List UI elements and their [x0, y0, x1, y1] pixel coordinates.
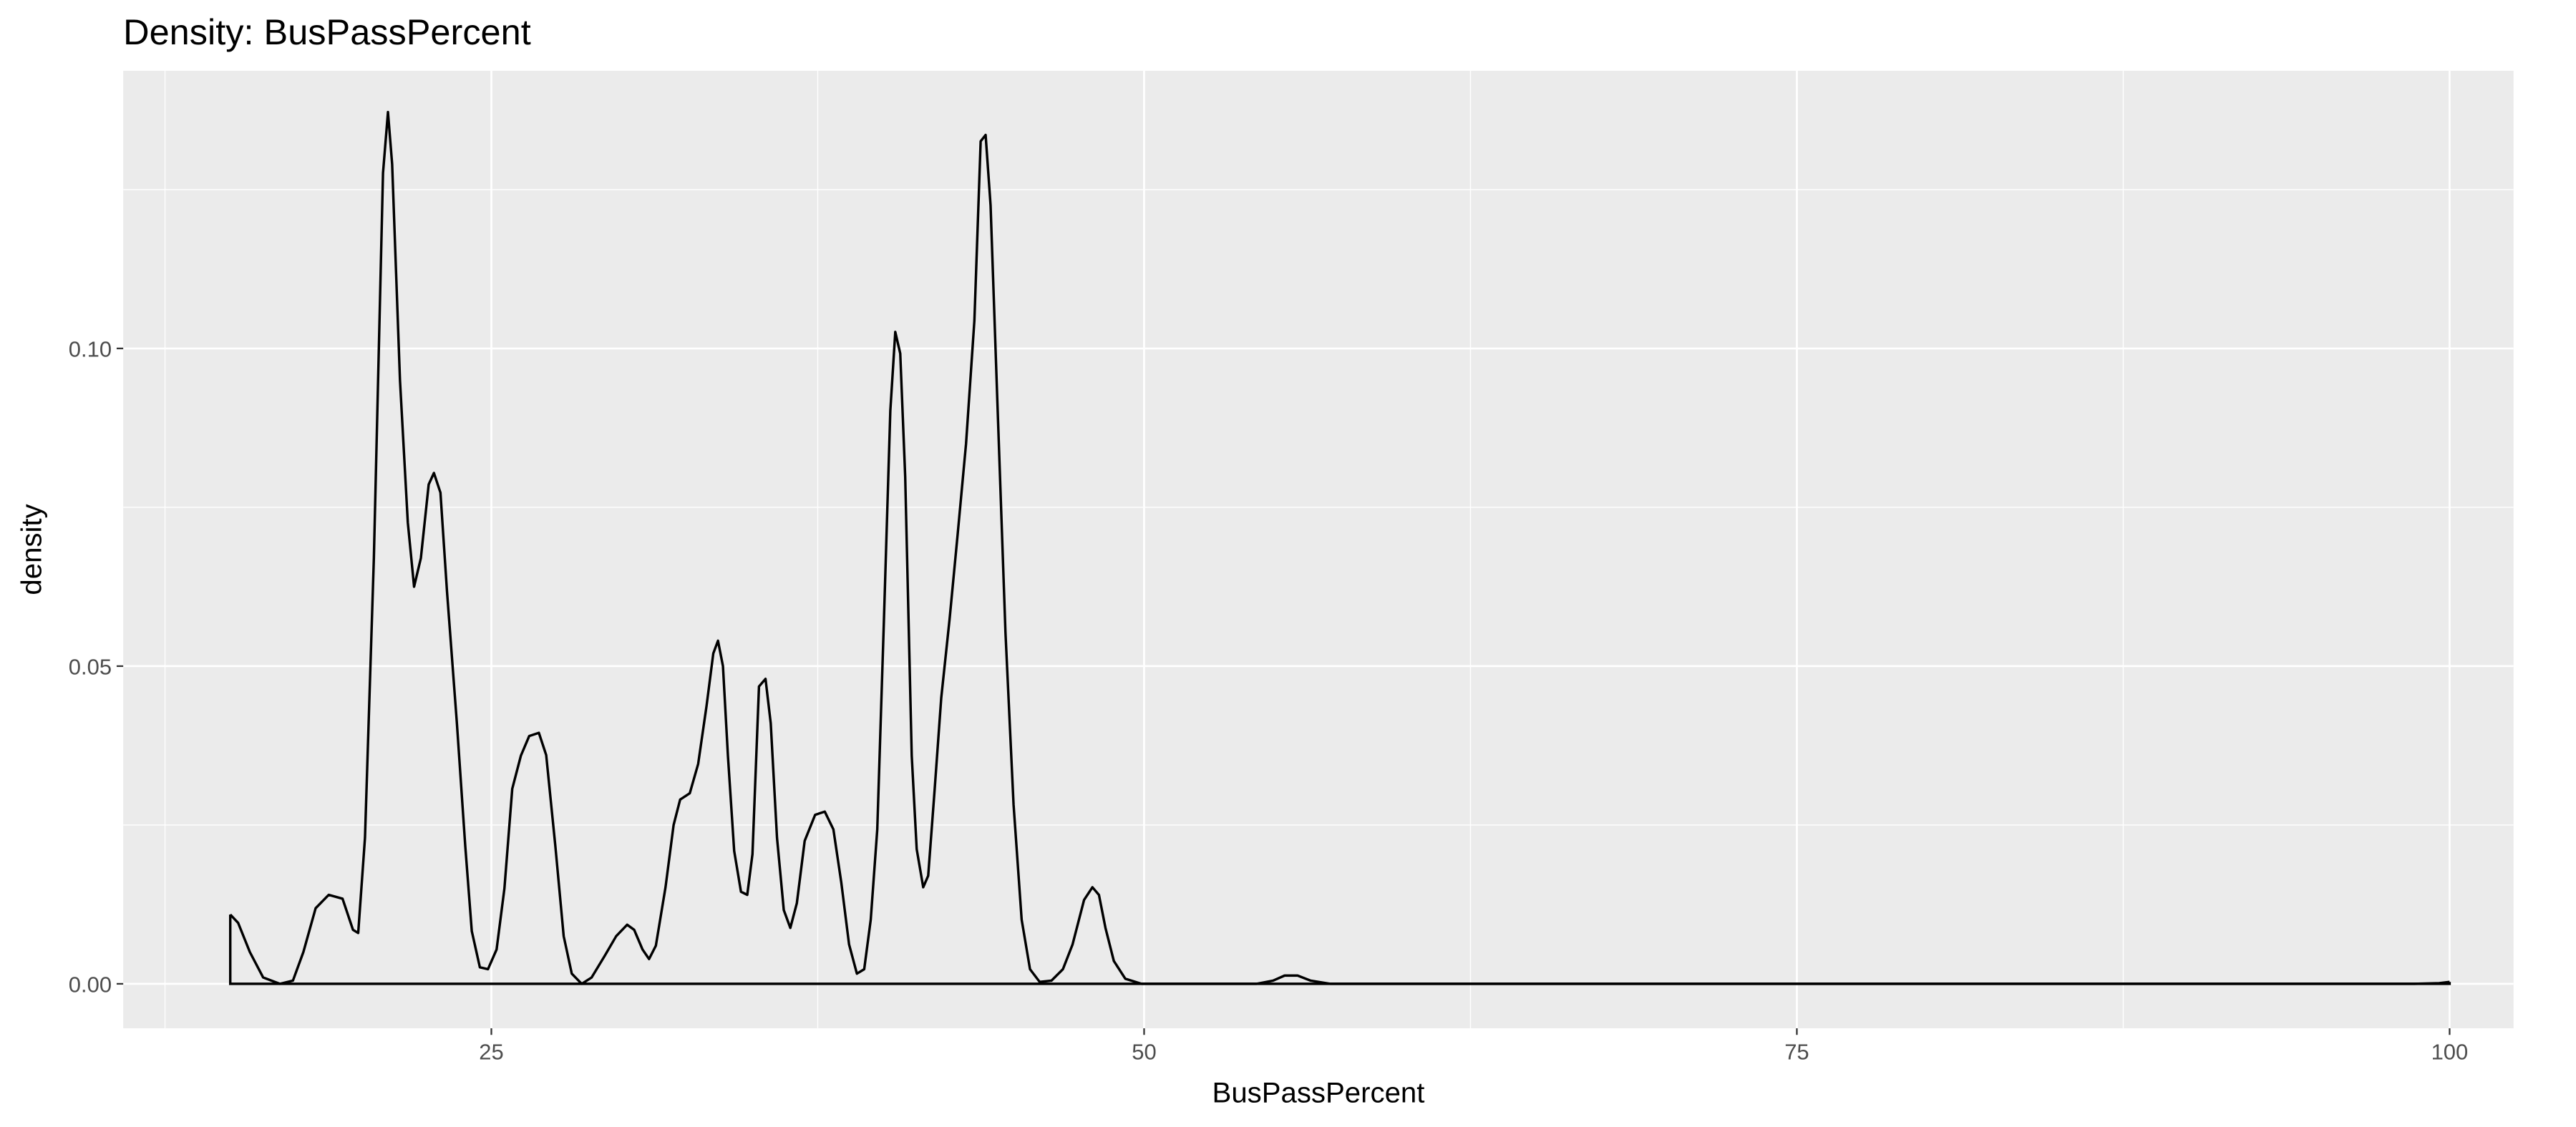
plot-panel: [123, 70, 2514, 1029]
y-axis-title: density: [15, 504, 47, 595]
y-tick-label: 0.05: [69, 654, 112, 679]
x-tick-label: 50: [1132, 1040, 1156, 1065]
x-tick-label: 75: [1784, 1040, 1809, 1065]
y-tick-label: 0.10: [69, 336, 112, 361]
x-axis-title: BusPassPercent: [1212, 1076, 1425, 1108]
y-tick-label: 0.00: [69, 972, 112, 997]
x-tick-label: 100: [2431, 1040, 2469, 1065]
density-line: [229, 110, 2450, 985]
x-tick-label: 25: [479, 1040, 503, 1065]
chart-title: Density: BusPassPercent: [123, 11, 531, 52]
